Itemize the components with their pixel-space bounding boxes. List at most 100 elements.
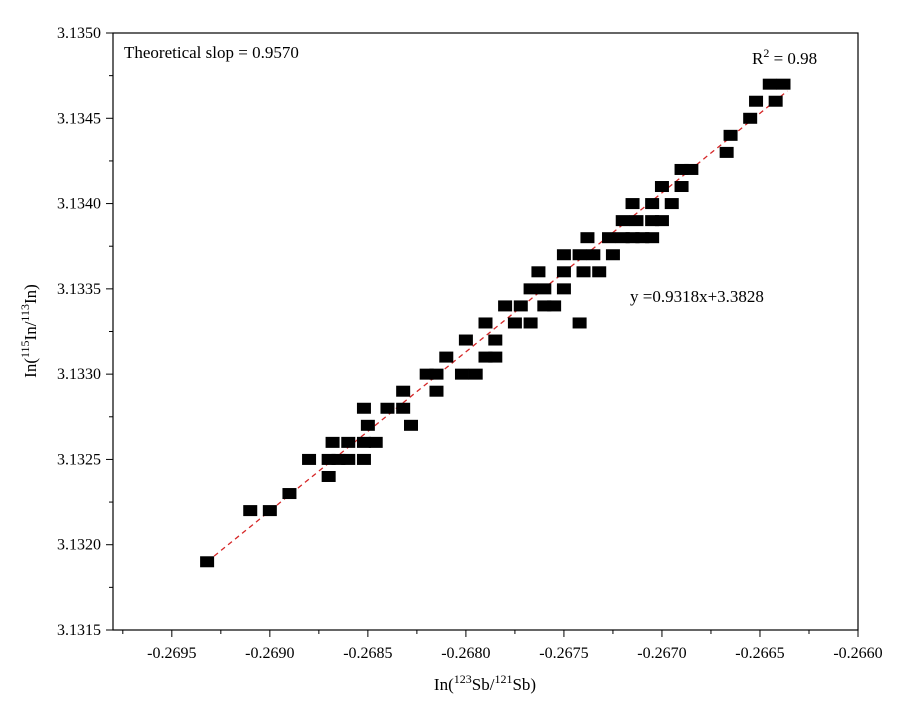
data-point	[331, 453, 346, 465]
y-tick-label: 3.1345	[57, 110, 101, 127]
data-point	[488, 351, 503, 363]
data-point	[429, 368, 444, 380]
data-point	[556, 283, 571, 295]
data-point	[556, 249, 571, 261]
y-tick-label: 3.1330	[57, 366, 101, 383]
x-tick-label: -0.2680	[441, 645, 490, 662]
data-point	[654, 215, 669, 227]
data-point	[576, 266, 591, 278]
data-point	[368, 436, 383, 448]
data-point	[321, 470, 336, 482]
data-point	[625, 198, 640, 210]
data-point	[356, 402, 371, 414]
data-point	[674, 181, 689, 193]
data-point	[605, 249, 620, 261]
data-point	[537, 283, 552, 295]
data-point	[523, 283, 538, 295]
data-point	[507, 317, 522, 329]
data-point	[592, 266, 607, 278]
data-point	[674, 163, 689, 175]
data-point	[429, 385, 444, 397]
x-tick-label: -0.2660	[833, 645, 882, 662]
data-point	[572, 317, 587, 329]
x-tick-label: -0.2695	[147, 645, 196, 662]
data-point	[498, 300, 513, 312]
x-tick-label: -0.2675	[539, 645, 588, 662]
data-point	[684, 163, 699, 175]
data-point	[478, 351, 493, 363]
data-point	[629, 215, 644, 227]
data-point	[396, 385, 411, 397]
fit-equation-annotation: y =0.9318x+3.3828	[630, 287, 764, 306]
data-point	[615, 215, 630, 227]
theoretical-slope-annotation: Theoretical slop = 0.9570	[124, 43, 299, 62]
data-point	[602, 232, 617, 244]
data-point	[645, 215, 660, 227]
data-point	[341, 436, 356, 448]
data-point	[615, 232, 630, 244]
data-point	[356, 453, 371, 465]
y-tick-label: 3.1335	[57, 281, 101, 298]
data-point	[200, 556, 215, 568]
r2-superscript: 2	[763, 46, 769, 60]
data-point	[556, 266, 571, 278]
y-tick-label: 3.1325	[57, 451, 101, 468]
r2-base: R	[752, 49, 764, 68]
data-point	[282, 488, 297, 500]
x-tick-label: -0.2665	[735, 645, 784, 662]
data-point	[531, 266, 546, 278]
y-tick-label: 3.1315	[57, 622, 101, 639]
data-point	[262, 505, 277, 517]
data-point	[572, 249, 587, 261]
data-point	[478, 317, 493, 329]
data-point	[586, 249, 601, 261]
data-point	[580, 232, 595, 244]
data-point	[356, 436, 371, 448]
y-axis-label: In(115In/113In)	[18, 284, 40, 378]
data-point	[537, 300, 552, 312]
data-point	[654, 181, 669, 193]
data-point	[380, 402, 395, 414]
data-point	[749, 95, 764, 107]
data-point	[719, 146, 734, 158]
data-point	[243, 505, 258, 517]
data-point	[325, 436, 340, 448]
x-axis-label: In(123Sb/121Sb)	[434, 672, 536, 694]
data-point	[439, 351, 454, 363]
data-point	[768, 95, 783, 107]
data-point	[419, 368, 434, 380]
data-point	[396, 402, 411, 414]
data-point	[635, 232, 650, 244]
data-point	[776, 78, 791, 90]
data-point	[743, 112, 758, 124]
data-point	[360, 419, 375, 431]
data-point	[468, 368, 483, 380]
data-point	[321, 453, 336, 465]
axis-ticks: -0.2695 -0.2690 -0.2685 -0.2680 -0.2675 -0.26…	[57, 25, 883, 662]
data-point	[645, 198, 660, 210]
data-point	[404, 419, 418, 431]
data-point	[762, 78, 777, 90]
data-points	[200, 78, 791, 568]
y-tick-label: 3.1350	[57, 25, 101, 42]
data-point	[488, 334, 503, 346]
data-point	[523, 317, 538, 329]
r2-value: = 0.98	[769, 49, 817, 68]
data-point	[723, 129, 738, 141]
y-tick-label: 3.1320	[57, 537, 101, 554]
data-point	[458, 334, 473, 346]
data-point	[513, 300, 528, 312]
r-squared-annotation: R2 = 0.98	[752, 46, 817, 68]
data-point	[625, 232, 640, 244]
data-point	[302, 453, 317, 465]
x-tick-label: -0.2670	[637, 645, 686, 662]
data-point	[664, 198, 679, 210]
data-point	[645, 232, 660, 244]
x-tick-label: -0.2690	[245, 645, 294, 662]
y-tick-label: 3.1340	[57, 196, 101, 213]
x-tick-label: -0.2685	[343, 645, 392, 662]
data-point	[547, 300, 562, 312]
data-point	[341, 453, 356, 465]
